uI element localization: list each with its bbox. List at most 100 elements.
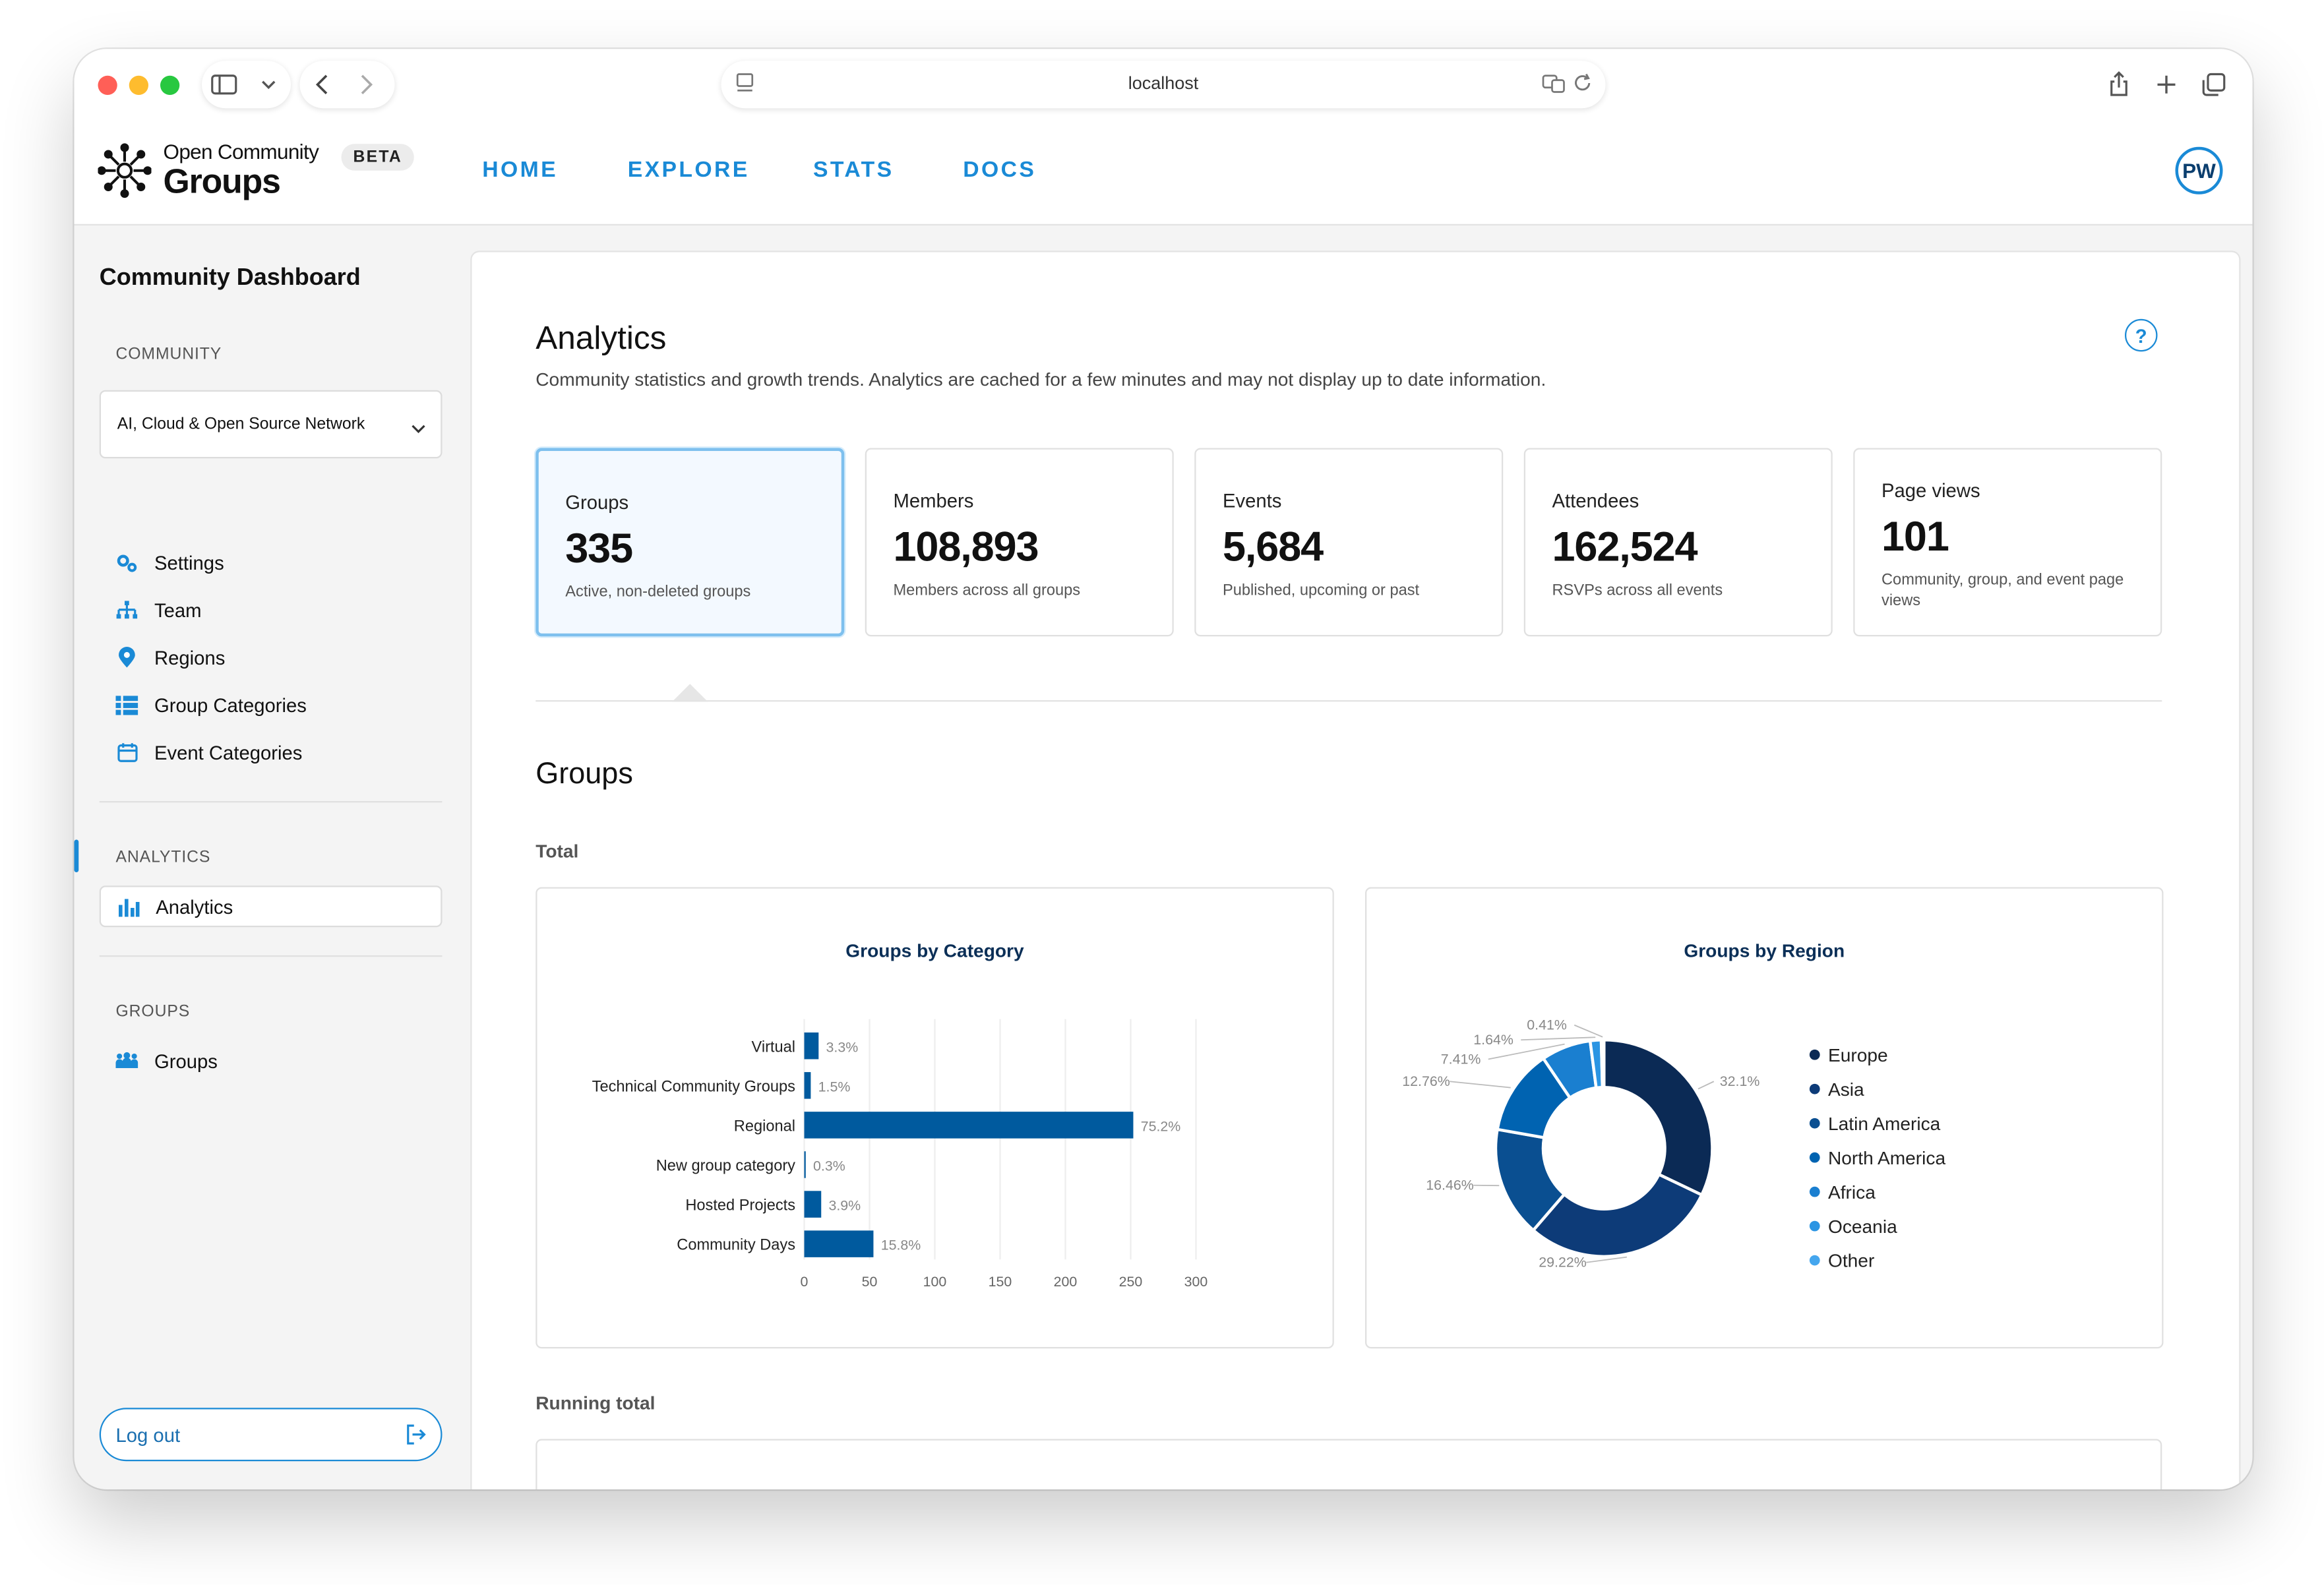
sidebar-item-team[interactable]: Team [100,589,443,630]
page-menu-icon[interactable] [733,70,757,104]
legend-label: North America [1828,1148,1945,1168]
sidebar-item-settings[interactable]: Settings [100,541,443,583]
logout-button[interactable]: Log out [99,1408,443,1462]
legend-label: Asia [1828,1079,1864,1100]
calendar-icon [116,741,138,763]
sidebar-item-label: Analytics [156,895,233,918]
slice-leader-line [1488,1043,1565,1060]
category-label: Community Days [677,1237,795,1254]
section-divider [535,700,2162,702]
app-header: Open Community Groups BETA HOME EXPLORE … [74,123,2253,225]
user-avatar[interactable]: PW [2175,146,2223,194]
nav-docs[interactable]: DOCS [963,157,1037,183]
tab-overview-icon[interactable] [2193,64,2235,105]
category-label: Hosted Projects [685,1197,795,1214]
nav-stats[interactable]: STATS [813,157,894,183]
subsection-title-total: Total [535,841,579,862]
legend-marker [1809,1049,1820,1060]
sidebar-item-label: Team [154,598,202,621]
category-label: New group category [656,1157,795,1174]
community-select[interactable]: AI, Cloud & Open Source Network [99,390,443,459]
zoom-window-button[interactable] [160,75,180,95]
sidebar-toggle-group [202,61,291,109]
sidebar-section-analytics: ANALYTICS [115,849,211,866]
chart-title: Groups by Category [845,940,1024,962]
stat-card-groups[interactable]: Groups 335 Active, non-deleted groups [535,448,845,637]
donut-slice [1531,1172,1704,1258]
subsection-title-running-total: Running total [535,1392,656,1414]
community-logo-icon[interactable] [97,142,152,206]
legend-label: Africa [1828,1182,1876,1203]
sidebar-divider [99,801,443,803]
x-tick-label: 0 [801,1274,809,1290]
legend-marker [1809,1220,1820,1232]
share-icon[interactable] [2098,64,2140,105]
sidebar-toggle-icon[interactable] [202,63,247,107]
data-label: 15.8% [881,1238,921,1253]
sidebar-item-group-categories[interactable]: Group Categories [100,684,443,725]
category-label: Virtual [752,1038,796,1056]
category-label: Technical Community Groups [592,1078,795,1095]
donut-slice [1603,1038,1714,1197]
url-text: localhost [1128,73,1199,94]
logout-icon [405,1424,426,1452]
data-label: 3.3% [826,1039,859,1055]
stat-card-attendees[interactable]: Attendees 162,524 RSVPs across all event… [1523,448,1833,637]
chart-card-running-total [535,1439,2162,1489]
slice-leader-line [1697,1081,1715,1090]
selected-card-pointer [672,684,708,702]
team-icon [116,599,138,621]
logout-label: Log out [115,1424,181,1447]
translate-icon[interactable] [1541,70,1568,104]
stat-description: RSVPs across all events [1552,582,1723,599]
browser-titlebar: localhost [74,49,2253,123]
category-label: Regional [734,1118,795,1135]
slice-data-label: 29.22% [1539,1255,1586,1271]
sidebar: Community Dashboard COMMUNITY AI, Cloud … [74,224,470,1489]
chevron-down-icon [411,415,426,442]
data-label: 0.3% [813,1158,845,1174]
beta-badge: BETA [341,144,415,171]
forward-arrow-icon[interactable] [344,63,389,107]
donut-slice [1599,1038,1606,1089]
bar [804,1112,1134,1139]
donut-chart: 32.1% 29.22% 16.46% 12.76% 7.41% 1.64% 0.41% Eu… [1402,1017,1945,1271]
reload-icon[interactable] [1570,70,1597,104]
sidebar-item-event-categories[interactable]: Event Categories [100,731,443,773]
back-arrow-icon[interactable] [300,63,345,107]
stat-value: 5,684 [1223,523,1324,570]
sidebar-item-groups[interactable]: Groups [100,1040,443,1081]
sidebar-divider [99,955,443,957]
legend-marker [1809,1186,1820,1197]
nav-explore[interactable]: EXPLORE [627,157,750,183]
stat-card-events[interactable]: Events 5,684 Published, upcoming or past [1194,448,1504,637]
stat-card-members[interactable]: Members 108,893 Members across all group… [865,448,1174,637]
legend-label: Europe [1828,1045,1888,1065]
chevron-down-icon[interactable] [247,63,291,107]
x-tick-label: 150 [989,1274,1012,1290]
help-button[interactable]: ? [2125,318,2158,352]
logo-text-big[interactable]: Groups [163,162,281,200]
bar [804,1191,822,1218]
stat-value: 335 [565,525,633,572]
chart-title: Groups by Region [1684,940,1845,962]
bar [804,1032,819,1060]
stat-card-page-views[interactable]: Page views 101 Community, group, and eve… [1853,448,2162,637]
legend-marker [1809,1118,1820,1129]
sidebar-title: Community Dashboard [99,265,361,291]
address-bar[interactable]: localhost [721,61,1606,109]
nav-home[interactable]: HOME [482,157,558,183]
data-label: 3.9% [828,1198,861,1214]
minimize-window-button[interactable] [129,75,148,95]
close-window-button[interactable] [98,75,117,95]
x-tick-label: 100 [923,1274,947,1290]
location-pin-icon [116,645,138,669]
logo-text-small[interactable]: Open Community [163,139,319,164]
x-tick-label: 300 [1184,1274,1208,1290]
sidebar-item-analytics[interactable]: Analytics [99,885,443,928]
browser-window: localhost [74,49,2253,1489]
main-panel: Analytics Community statistics and growt… [470,251,2241,1489]
new-tab-icon[interactable] [2146,64,2187,105]
sidebar-item-regions[interactable]: Regions [100,636,443,678]
slice-leader-line [1586,1256,1628,1263]
